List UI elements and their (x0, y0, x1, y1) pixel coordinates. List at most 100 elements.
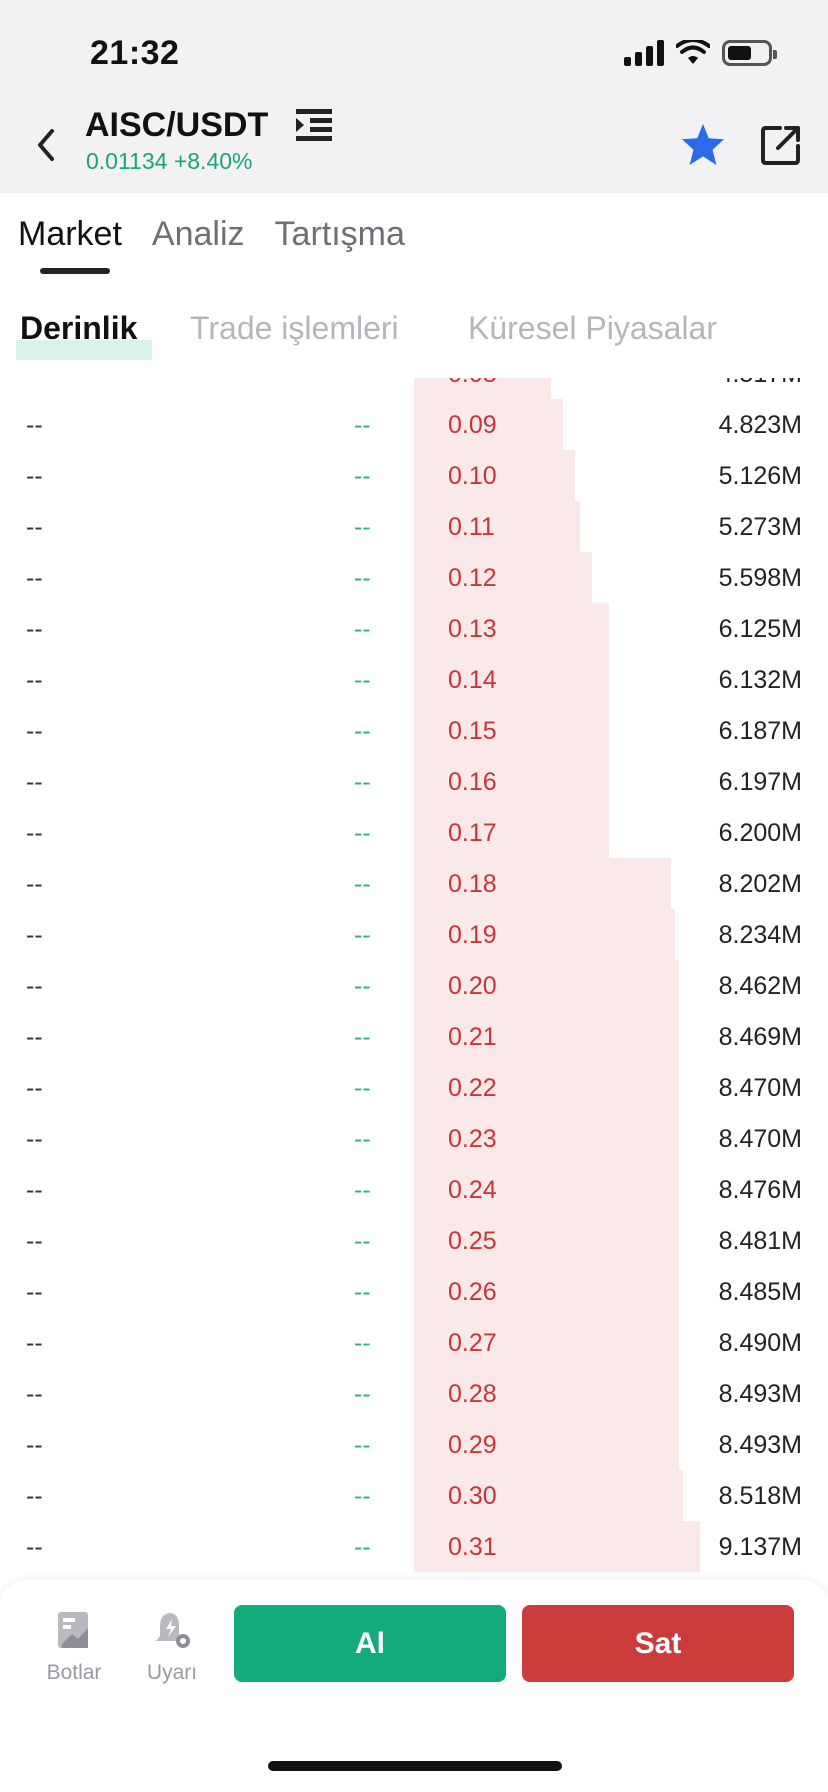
alert-button[interactable]: Uyarı (132, 1610, 212, 1685)
sell-amount: 8.462M (718, 972, 802, 1000)
back-arrow-icon[interactable] (32, 125, 62, 165)
sell-price: 0.17 (448, 819, 497, 847)
depth-row[interactable]: -- -- 0.25 8.481M (0, 1215, 828, 1266)
tab-analiz[interactable]: Analiz (151, 215, 245, 253)
depth-row[interactable]: -- -- 0.10 5.126M (0, 450, 828, 501)
sell-amount: 8.476M (718, 1176, 802, 1204)
buy-price: -- (354, 717, 371, 745)
depth-bar (414, 1266, 679, 1317)
buy-amount: -- (26, 666, 43, 694)
depth-row[interactable]: -- -- 0.22 8.470M (0, 1062, 828, 1113)
buy-price: -- (354, 1329, 371, 1357)
sell-price: 0.19 (448, 921, 497, 949)
sell-amount: 8.469M (718, 1023, 802, 1051)
favorite-star-icon[interactable] (680, 122, 726, 166)
bots-label: Botlar (46, 1661, 102, 1684)
depth-row[interactable]: -- -- 0.15 6.187M (0, 705, 828, 756)
depth-row[interactable]: -- -- 0.19 8.234M (0, 909, 828, 960)
depth-row[interactable]: -- -- 0.08 4.517M (0, 378, 828, 399)
depth-row[interactable]: -- -- 0.23 8.470M (0, 1113, 828, 1164)
depth-row[interactable]: -- -- 0.28 8.493M (0, 1368, 828, 1419)
sell-amount: 6.187M (718, 717, 802, 745)
buy-price: -- (354, 666, 371, 694)
buy-amount: -- (26, 921, 43, 949)
top-header: 21:32 AISC/USDT 0.01134 +8.40% (0, 0, 828, 193)
buy-amount: -- (26, 513, 43, 541)
buy-amount: -- (26, 870, 43, 898)
depth-row[interactable]: -- -- 0.18 8.202M (0, 858, 828, 909)
depth-bar (414, 378, 551, 399)
main-tabs: Market Analiz Tartışma (18, 215, 405, 254)
buy-amount: -- (26, 1227, 43, 1255)
depth-row[interactable]: -- -- 0.11 5.273M (0, 501, 828, 552)
depth-bar (414, 1317, 679, 1368)
depth-bar (414, 1062, 679, 1113)
sell-price: 0.26 (448, 1278, 497, 1306)
buy-price: -- (354, 1431, 371, 1459)
depth-row[interactable]: -- -- 0.12 5.598M (0, 552, 828, 603)
sell-price: 0.08 (448, 378, 497, 389)
sell-amount: 6.200M (718, 819, 802, 847)
buy-price: -- (354, 972, 371, 1000)
depth-bar (414, 501, 580, 552)
depth-bar (414, 1368, 679, 1419)
sell-price: 0.24 (448, 1176, 497, 1204)
depth-row[interactable]: -- -- 0.27 8.490M (0, 1317, 828, 1368)
tab-tartisma[interactable]: Tartışma (274, 215, 405, 253)
depth-row[interactable]: -- -- 0.14 6.132M (0, 654, 828, 705)
home-indicator (268, 1761, 562, 1771)
depth-bar (414, 1164, 679, 1215)
sell-amount: 6.197M (718, 768, 802, 796)
sell-price: 0.13 (448, 615, 497, 643)
depth-bar (414, 603, 609, 654)
buy-price: -- (354, 1380, 371, 1408)
buy-price: -- (354, 768, 371, 796)
buy-button[interactable]: Al (234, 1605, 506, 1682)
sell-amount: 8.202M (718, 870, 802, 898)
sub-tabs: Derinlik Trade işlemleri Küresel Piyasal… (20, 310, 820, 360)
depth-row[interactable]: -- -- 0.24 8.476M (0, 1164, 828, 1215)
bots-button[interactable]: Botlar (34, 1610, 114, 1685)
sell-price: 0.29 (448, 1431, 497, 1459)
share-icon[interactable] (760, 124, 802, 166)
sell-price: 0.30 (448, 1482, 497, 1510)
depth-row[interactable]: -- -- 0.17 6.200M (0, 807, 828, 858)
depth-row[interactable]: -- -- 0.16 6.197M (0, 756, 828, 807)
depth-row[interactable]: -- -- 0.21 8.469M (0, 1011, 828, 1062)
depth-row[interactable]: -- -- 0.20 8.462M (0, 960, 828, 1011)
tab-market[interactable]: Market (18, 215, 122, 253)
sell-amount: 8.481M (718, 1227, 802, 1255)
status-icons (624, 40, 777, 66)
depth-row[interactable]: -- -- 0.31 9.137M (0, 1521, 828, 1572)
bottom-action-bar: Botlar Uyarı Al Sat (0, 1580, 828, 1792)
depth-row[interactable]: -- -- 0.29 8.493M (0, 1419, 828, 1470)
depth-row[interactable]: -- -- 0.30 8.518M (0, 1470, 828, 1521)
depth-bar (414, 552, 592, 603)
sell-amount: 8.490M (718, 1329, 802, 1357)
sell-price: 0.11 (448, 513, 495, 541)
sell-price: 0.22 (448, 1074, 497, 1102)
subtab-trade-islemleri[interactable]: Trade işlemleri (190, 310, 399, 346)
sell-button[interactable]: Sat (522, 1605, 794, 1682)
depth-row[interactable]: -- -- 0.26 8.485M (0, 1266, 828, 1317)
sell-price: 0.18 (448, 870, 497, 898)
buy-amount: -- (26, 972, 43, 1000)
order-book-depth[interactable]: -- -- 0.08 4.517M -- -- 0.09 4.823M -- -- 0.10 5.12… (0, 378, 828, 1578)
buy-price: -- (354, 819, 371, 847)
depth-row[interactable]: -- -- 0.09 4.823M (0, 399, 828, 450)
depth-bar (414, 1113, 679, 1164)
active-tab-indicator (40, 268, 110, 274)
pair-list-icon[interactable] (296, 108, 332, 142)
subtab-derinlik[interactable]: Derinlik (20, 310, 138, 346)
sell-amount: 8.470M (718, 1074, 802, 1102)
signal-icon (624, 40, 664, 66)
depth-bar (414, 960, 679, 1011)
sell-price: 0.09 (448, 411, 497, 439)
sell-amount: 9.137M (718, 1533, 802, 1561)
depth-bar (414, 756, 609, 807)
alert-label: Uyarı (146, 1661, 198, 1684)
buy-amount: -- (26, 1533, 43, 1561)
pair-title[interactable]: AISC/USDT (85, 106, 269, 144)
depth-row[interactable]: -- -- 0.13 6.125M (0, 603, 828, 654)
subtab-kuresel-piyasalar[interactable]: Küresel Piyasalar (468, 310, 717, 346)
